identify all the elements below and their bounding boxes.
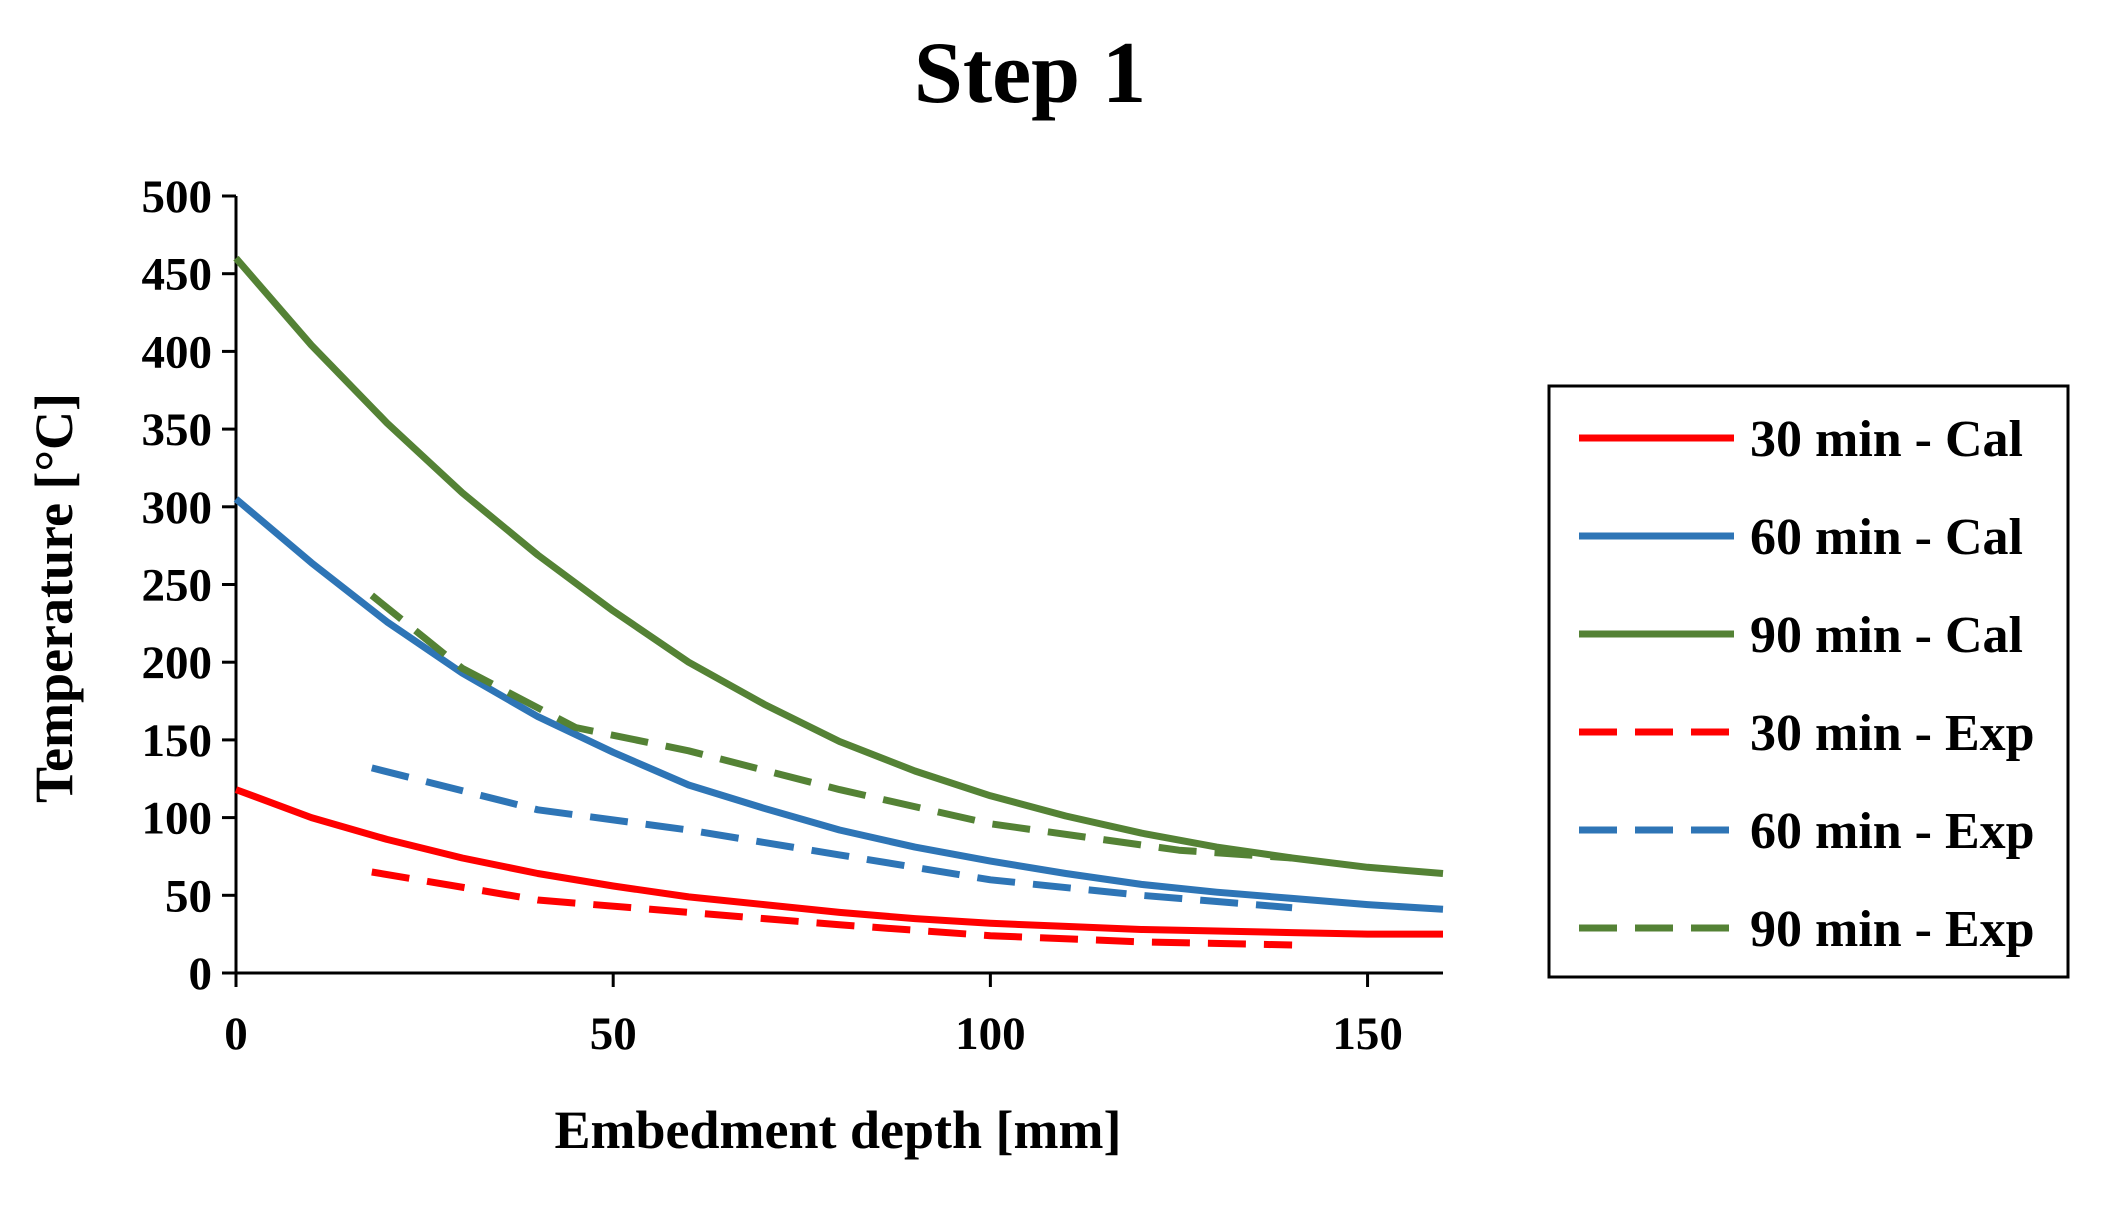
y-tick-label: 350 bbox=[142, 404, 213, 456]
series-line-60-min-exp bbox=[370, 764, 1293, 912]
y-tick-label: 250 bbox=[142, 560, 213, 612]
series-line-90-min-exp bbox=[369, 592, 1293, 862]
legend-label: 30 min - Cal bbox=[1750, 411, 2023, 468]
x-tick-label: 50 bbox=[590, 1008, 637, 1060]
y-axis-label: Temperature [°C] bbox=[24, 393, 84, 803]
y-tick-label: 400 bbox=[142, 326, 213, 378]
series-line-30-min-cal bbox=[234, 786, 1443, 938]
legend-box bbox=[1547, 384, 2070, 979]
y-tick-label: 100 bbox=[142, 793, 213, 845]
y-tick-label: 450 bbox=[142, 249, 213, 301]
y-tick-label: 300 bbox=[142, 482, 213, 534]
x-tick-label: 100 bbox=[955, 1008, 1026, 1060]
y-tick-label: 0 bbox=[189, 948, 213, 1000]
x-axis-label: Embedment depth [mm] bbox=[555, 1100, 1122, 1160]
legend-label: 30 min - Exp bbox=[1750, 705, 2035, 762]
y-tick-label: 50 bbox=[165, 870, 212, 922]
legend-label: 90 min - Exp bbox=[1750, 901, 2035, 958]
y-tick-label: 200 bbox=[142, 637, 213, 689]
legend: 30 min - Cal 60 min - Cal 90 min - Cal 30 m… bbox=[1547, 384, 2070, 979]
legend-label: 60 min - Cal bbox=[1750, 509, 2023, 566]
legend-label: 60 min - Exp bbox=[1750, 803, 2035, 860]
x-tick-label: 150 bbox=[1332, 1008, 1403, 1060]
series-line-90-min-cal bbox=[233, 255, 1444, 877]
x-tick-label: 0 bbox=[224, 1008, 248, 1060]
series-line-30-min-exp bbox=[371, 868, 1293, 949]
y-tick-label: 500 bbox=[142, 171, 213, 223]
y-tick-label: 150 bbox=[142, 715, 213, 767]
legend-label: 90 min - Cal bbox=[1750, 607, 2023, 664]
series-line-60-min-cal bbox=[233, 496, 1444, 913]
plot-area: 0 50 100 150 200 250 300 350 400 450 500 0 50 100 150 bbox=[142, 171, 1444, 1060]
chart-title: Step 1 bbox=[914, 25, 1146, 122]
